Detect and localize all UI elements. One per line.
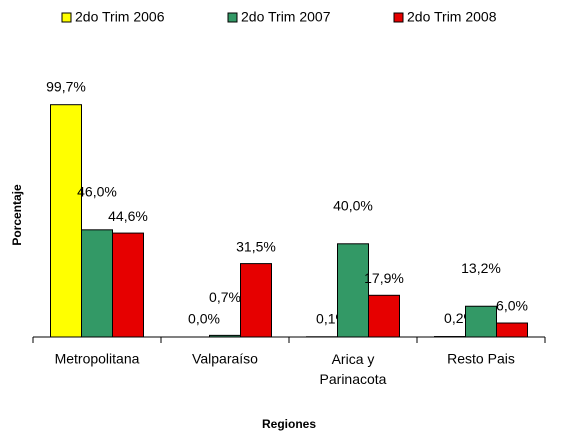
data-label: 99,7% <box>46 78 86 94</box>
legend-swatch <box>61 12 72 23</box>
y-axis-label: Porcentaje <box>10 184 24 246</box>
bar <box>465 305 497 338</box>
bar <box>337 243 369 338</box>
x-tick-label: Resto Pais <box>447 351 515 367</box>
data-label: 46,0% <box>77 184 117 200</box>
legend-label: 2do Trim 2008 <box>407 9 497 25</box>
bar <box>112 232 144 338</box>
legend-swatch <box>227 12 238 23</box>
bar <box>496 322 528 338</box>
x-axis-label: Regiones <box>262 417 316 431</box>
legend-swatch <box>393 12 404 23</box>
bar <box>240 263 272 338</box>
data-label: 17,9% <box>364 270 404 286</box>
data-label: 13,2% <box>461 260 501 276</box>
bar <box>368 294 400 338</box>
data-label: 44,6% <box>108 208 148 224</box>
data-label: 40,0% <box>333 198 373 214</box>
bar <box>209 334 241 338</box>
x-tick-label: Metropolitana <box>55 351 140 367</box>
bar <box>81 229 113 338</box>
data-label: 0,0% <box>188 311 220 327</box>
data-label: 0,7% <box>209 289 241 305</box>
x-tick-label: Arica y Parinacota <box>320 351 387 387</box>
data-label: 31,5% <box>236 238 276 254</box>
bar <box>50 104 82 338</box>
legend-label: 2do Trim 2006 <box>75 9 165 25</box>
x-tick-label: Valparaíso <box>192 351 258 367</box>
legend-label: 2do Trim 2007 <box>241 9 331 25</box>
data-label: 6,0% <box>496 298 528 314</box>
